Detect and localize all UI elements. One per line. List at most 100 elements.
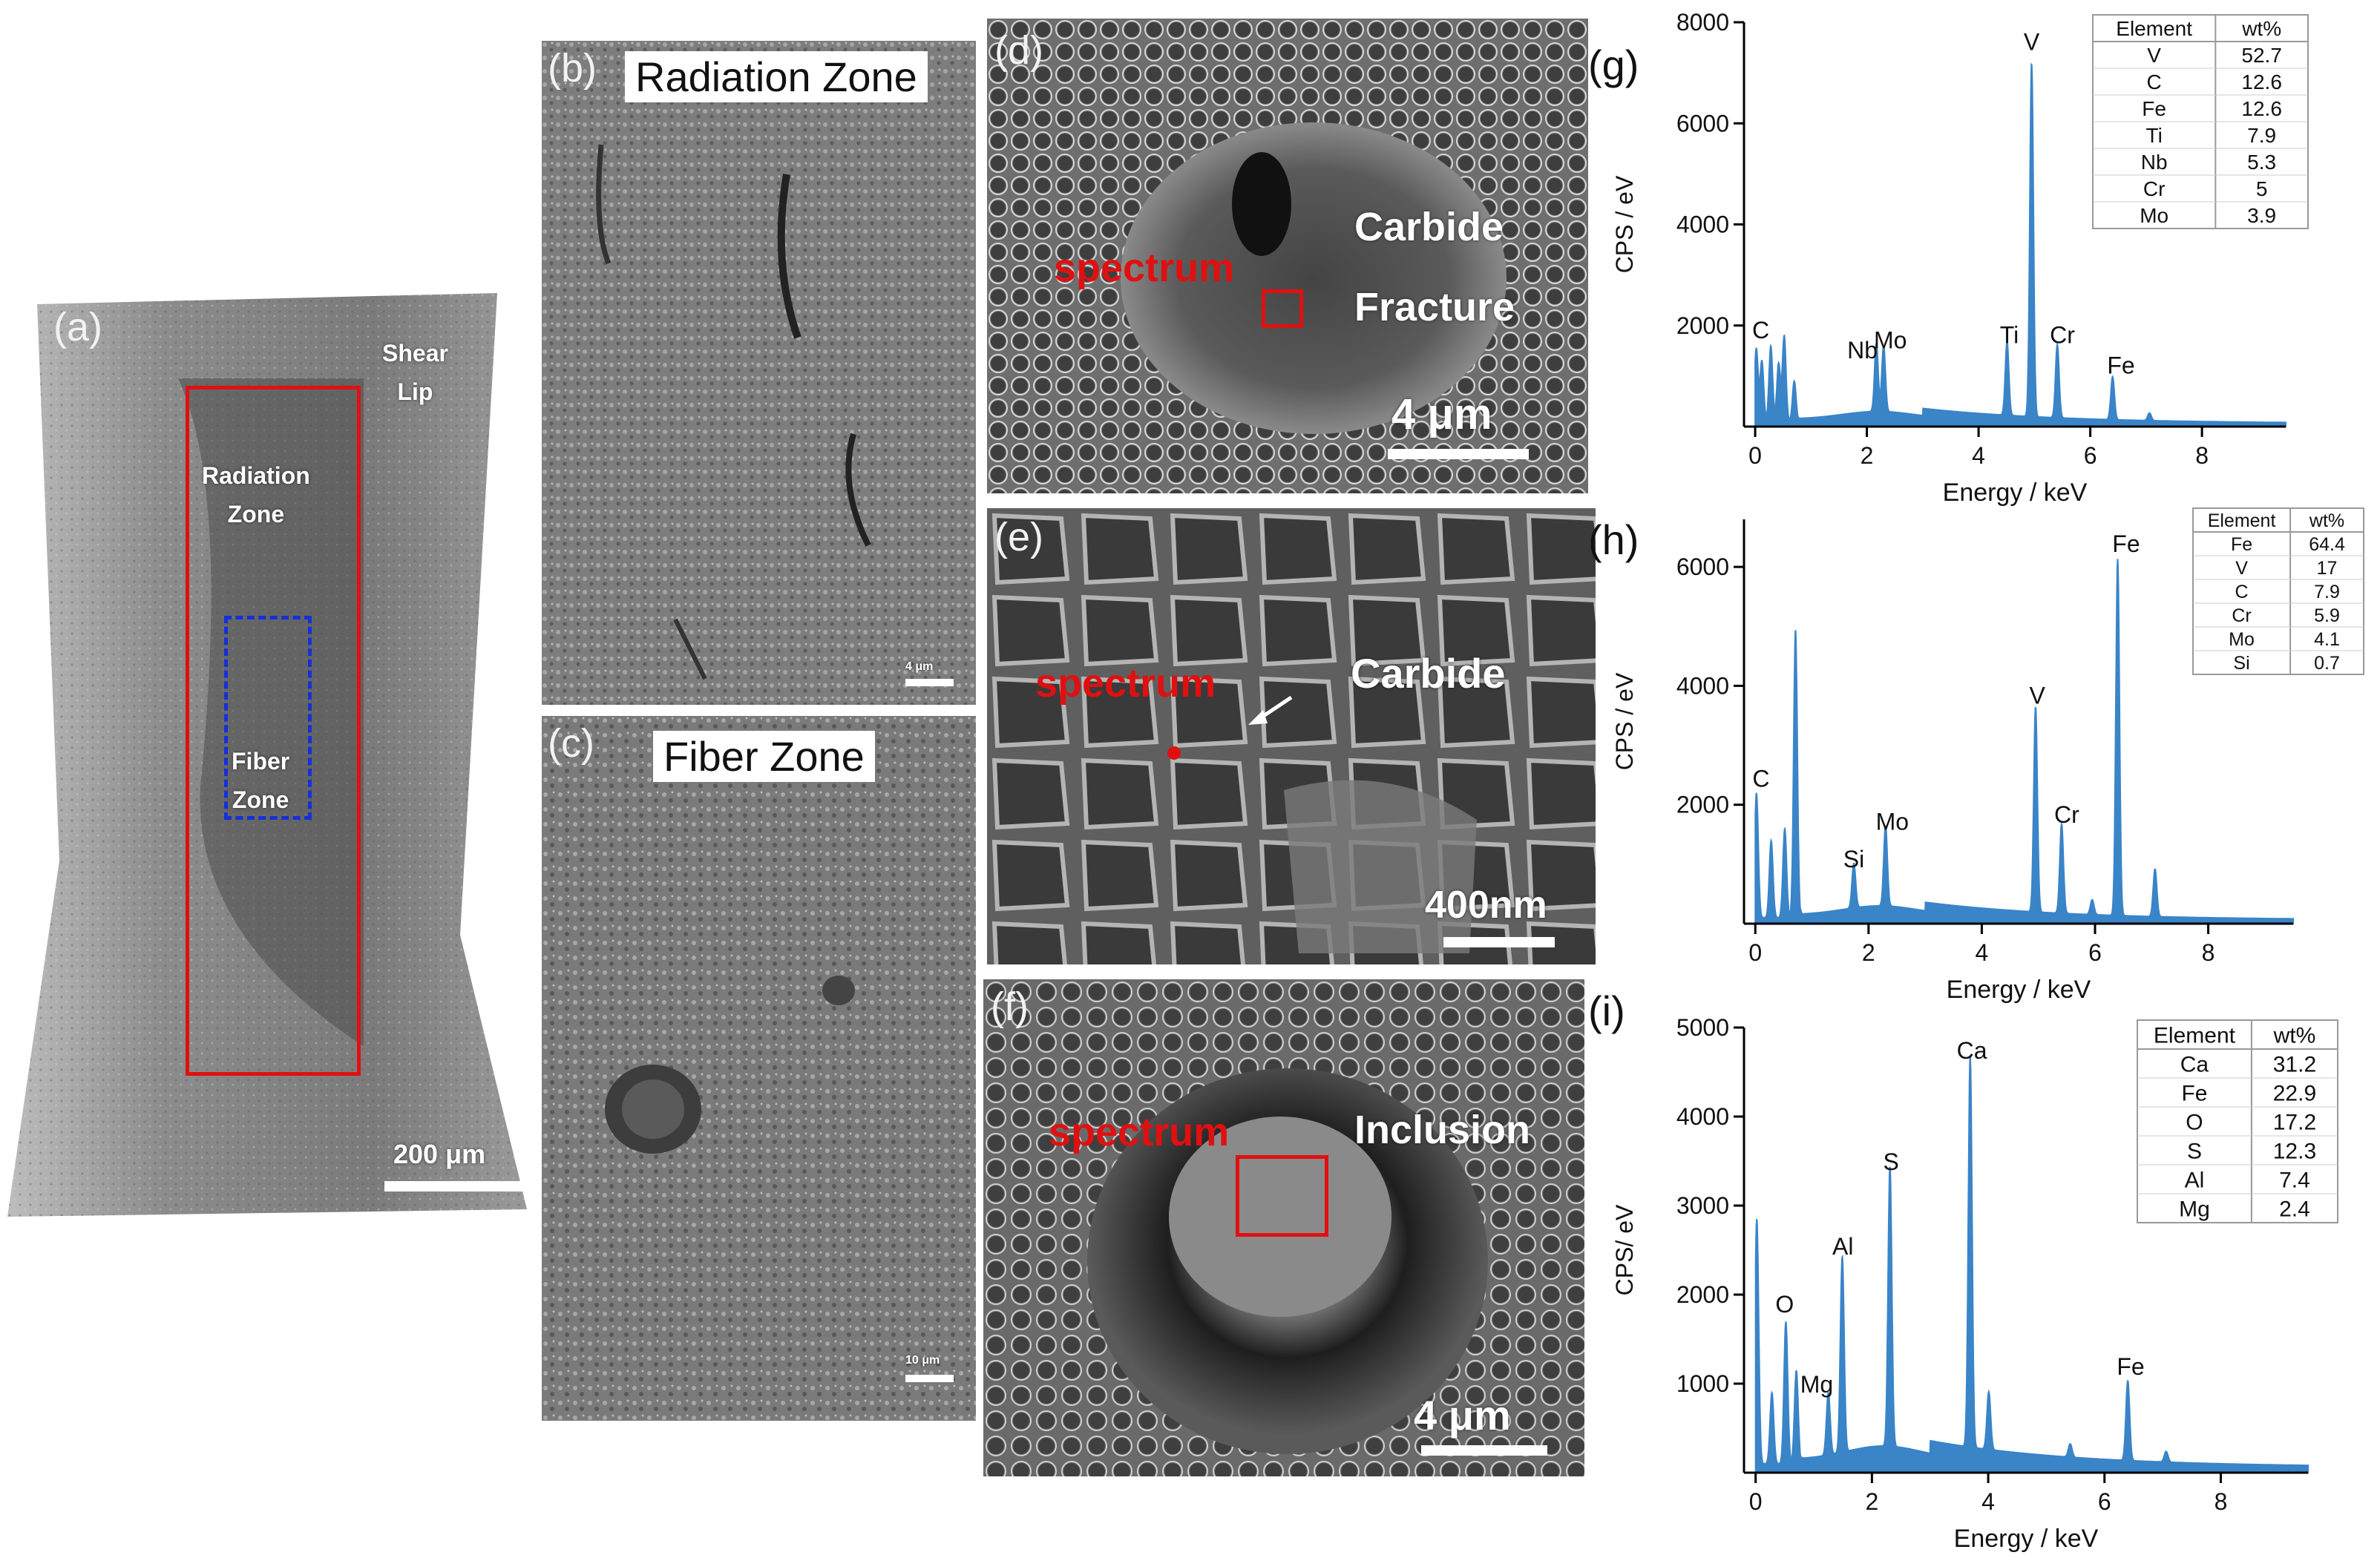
panel-letter-d: (d) (994, 28, 1043, 73)
eds-chart-i: 0 2 4 6 8 1000 2000 3000 4000 5000 Energy / keV CPS… (1611, 1016, 2338, 1553)
label-radiation-zone: Radiation Zone (202, 462, 310, 527)
table-frame (2137, 1019, 2338, 1223)
table-cell-element: S (2187, 1139, 2202, 1163)
x-tick-label: 0 (1748, 939, 1762, 966)
scale-bar-b (905, 679, 954, 686)
x-tick-label: 2 (1865, 1488, 1878, 1515)
table-cell-wt: 5 (2256, 177, 2268, 200)
fracture-surface-image (7, 293, 527, 1217)
y-tick-label: 6000 (1676, 553, 1729, 580)
table-cell-element: Fe (2181, 1081, 2207, 1105)
spectrum-series (1754, 1055, 2309, 1473)
peak-label: S (1884, 1148, 1899, 1175)
y-axis-label: CPS / eV (1611, 672, 1638, 770)
table-frame (2192, 507, 2364, 675)
panel-letter-e: (e) (994, 515, 1043, 559)
table-cell-element: Mo (2140, 204, 2168, 227)
panel-d: (d) spectrum Carbide Fracture 4 μm (987, 19, 1588, 493)
table-cell-wt: 12.6 (2241, 97, 2282, 120)
table-cell-wt: 3.9 (2247, 204, 2276, 227)
table-cell-element: Al (2185, 1168, 2205, 1192)
sem-image-f (983, 979, 1584, 1476)
scale-label-a: 200 μm (393, 1139, 486, 1169)
table-cell-element: O (2186, 1110, 2203, 1134)
table-cell-wt: 4.1 (2314, 629, 2340, 650)
panel-f: (f) spectrum Inclusion 4 μm (983, 979, 1584, 1476)
y-tick-label: 4000 (1676, 672, 1729, 699)
x-tick-label: 6 (2098, 1488, 2111, 1515)
table-cell-element: Cr (2143, 177, 2166, 200)
peak-label: V (2024, 28, 2040, 55)
fiber-zone-box (224, 616, 312, 820)
peak-label: Fe (2112, 530, 2140, 557)
x-axis-label: Energy / keV (1947, 976, 2091, 1004)
panel-letter-b: (b) (548, 46, 597, 91)
table-cell-wt: 12.3 (2273, 1139, 2316, 1163)
x-tick-label: 0 (1748, 442, 1762, 469)
spectrum-box-f (1236, 1155, 1328, 1237)
scale-bar-c (905, 1375, 954, 1382)
peak-label: Cr (2050, 322, 2075, 349)
y-axis-label: CPS / eV (1611, 175, 1638, 273)
panel-e: (e) spectrum Carbide 400nm (987, 508, 1596, 964)
eds-chart-g: 0 2 4 6 8 2000 4000 6000 8000 Energy / keV CPS / e… (1611, 9, 2309, 507)
peak-label: Ti (2000, 322, 2019, 349)
table-cell-wt: 7.9 (2247, 124, 2276, 147)
x-tick-label: 8 (2195, 442, 2209, 469)
eds-chart-h: 0 2 4 6 8 2000 4000 6000 Energy / keV CPS / eV C Si… (1611, 507, 2364, 1004)
scale-bar-f (1421, 1445, 1547, 1456)
composition-table: Element wt% Fe 64.4 V 17 C 7.9 Cr 5.9 Mo 4.1 Si 0.7 (2192, 507, 2364, 675)
table-cell-element: C (2147, 70, 2162, 93)
y-axis-label: CPS/ eV (1611, 1204, 1638, 1295)
table-header-element: Element (2154, 1023, 2236, 1048)
label-fiber-zone: Fiber Zone (232, 748, 290, 813)
y-tick-label: 2000 (1676, 312, 1729, 339)
table-cell-wt: 5.9 (2314, 605, 2340, 626)
table-cell-element: Ti (2146, 124, 2163, 147)
scale-label-d: 4 μm (1391, 390, 1492, 438)
peak-label: V (2030, 682, 2046, 709)
x-axis-label: Energy / keV (1954, 1525, 2099, 1553)
panel-c: (c) Fiber Zone 10 μm (542, 716, 976, 1421)
x-tick-label: 4 (1981, 1488, 1995, 1515)
peak-label: Mg (1800, 1371, 1833, 1398)
table-cell-wt: 12.6 (2241, 70, 2282, 93)
peak-label: Fe (2107, 352, 2134, 378)
table-cell-wt: 7.9 (2314, 582, 2340, 602)
table-header-element: Element (2208, 510, 2276, 531)
sem-image-d (987, 19, 1588, 493)
scale-label-b: 4 μm (905, 660, 934, 673)
table-cell-element: Nb (2141, 151, 2168, 174)
y-tick-label: 5000 (1676, 1016, 1729, 1041)
x-tick-label: 6 (2088, 939, 2102, 966)
panel-title-c: Fiber Zone (653, 731, 875, 782)
table-cell-wt: 17 (2317, 558, 2338, 579)
table-cell-wt: 52.7 (2241, 44, 2282, 67)
sem-image-c (542, 716, 976, 1421)
panel-letter-f: (f) (991, 985, 1029, 1029)
spectrum-label-f: spectrum (1049, 1110, 1230, 1154)
table-cell-wt: 5.3 (2247, 151, 2276, 174)
spectrum-label-d: spectrum (1054, 246, 1235, 290)
label-carbide-d: Carbide (1354, 205, 1504, 249)
peak-label: Si (1843, 846, 1864, 872)
table-cell-element: Fe (2142, 97, 2166, 120)
y-tick-label: 2000 (1676, 792, 1729, 818)
peak-label: Ca (1957, 1037, 1987, 1064)
x-tick-label: 4 (1972, 442, 1985, 469)
y-tick-label: 8000 (1676, 9, 1729, 36)
label-carbide-e: Carbide (1351, 650, 1506, 697)
x-tick-label: 0 (1749, 1488, 1763, 1515)
peak-label: Cr (2054, 801, 2079, 828)
peak-label: Fe (2117, 1353, 2144, 1380)
panel-letter-a: (a) (53, 305, 102, 349)
table-cell-element: V (2235, 558, 2248, 579)
composition-table: Element wt% V 52.7 C 12.6 Fe 12.6 Ti 7.9 Nb 5.3 Cr 5 M… (2092, 14, 2309, 229)
table-header-element: Element (2116, 17, 2192, 40)
table-cell-element: Fe (2231, 534, 2252, 555)
table-cell-element: Mo (2229, 629, 2255, 650)
peak-label: C (1752, 317, 1769, 344)
table-header-wt: wt% (2241, 17, 2281, 40)
label-shear-lip: Shear Lip (382, 340, 448, 405)
table-cell-wt: 22.9 (2273, 1081, 2316, 1105)
